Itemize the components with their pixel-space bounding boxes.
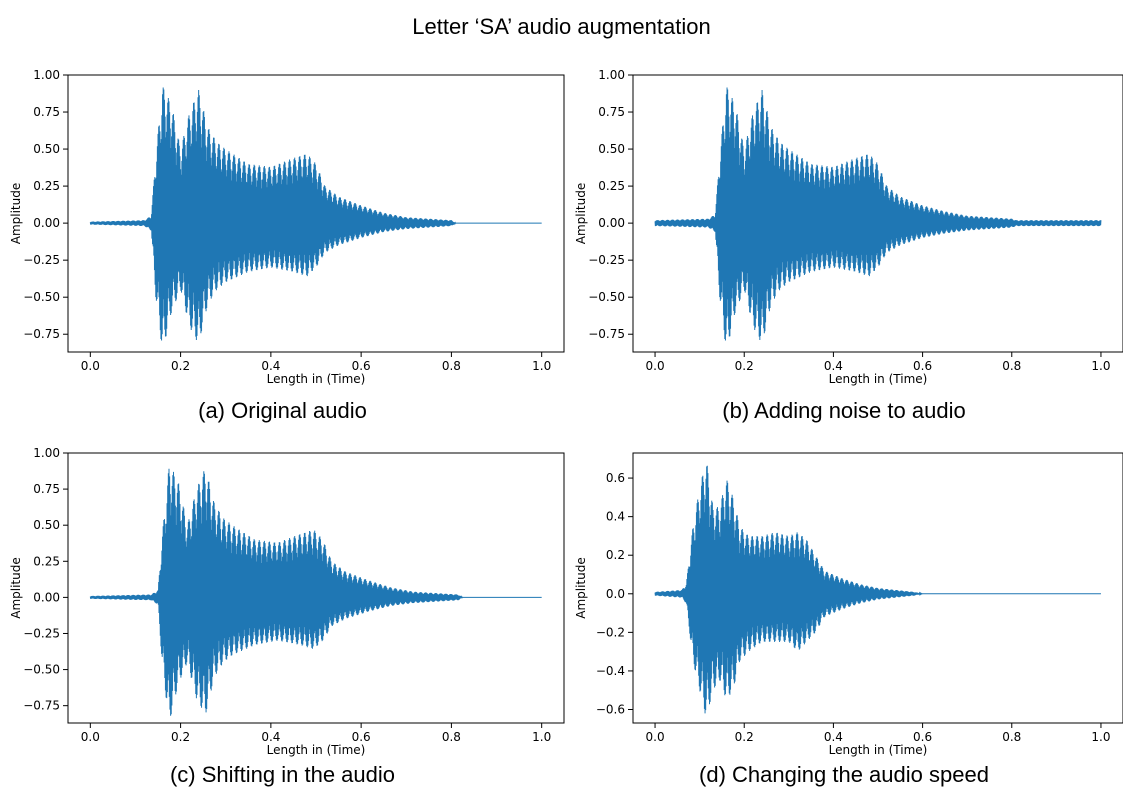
- y-tick-label: 0.75: [33, 482, 60, 496]
- x-tick-label: 0.8: [1002, 359, 1021, 373]
- x-tick-label: 0.0: [646, 730, 665, 744]
- waveform-chart-noise: 0.0 0.2 0.4 0.6 0.8 1.0 1.00 0.75 0.50 0.25 0.00 −0…: [574, 68, 1123, 386]
- axes-frame-noise: [632, 74, 1123, 353]
- y-tick-label: −0.75: [23, 699, 60, 713]
- axes-frame-original: [67, 74, 565, 353]
- y-tick-label: 0.6: [606, 471, 625, 485]
- y-tick-label: −0.75: [23, 327, 60, 341]
- y-tick-label: 0.4: [606, 510, 625, 524]
- y-tick-label: 1.00: [598, 68, 625, 82]
- y-tick-label: −0.75: [588, 327, 625, 341]
- y-tick-label: 0.25: [598, 179, 625, 193]
- y-tick-label: 1.00: [33, 68, 60, 82]
- y-tick-label: −0.4: [596, 664, 625, 678]
- y-tick-label: −0.25: [588, 253, 625, 267]
- y-tick-label: 0.2: [606, 548, 625, 562]
- y-axis-label: Amplitude: [9, 183, 23, 245]
- caption-original-audio: (a) Original audio: [198, 398, 367, 423]
- figure-title: Letter ‘SA’ audio augmentation: [412, 14, 711, 39]
- x-axis-label: Length in (Time): [267, 743, 366, 757]
- x-tick-label: 1.0: [1091, 730, 1110, 744]
- x-tick-label: 0.4: [261, 730, 280, 744]
- x-axis-label: Length in (Time): [267, 372, 366, 386]
- y-axis-label: Amplitude: [9, 557, 23, 619]
- x-tick-label: 0.2: [171, 730, 190, 744]
- x-tick-label: 0.2: [735, 359, 754, 373]
- waveform-trace-original: [89, 87, 542, 341]
- y-tick-label: −0.50: [588, 290, 625, 304]
- y-tick-label: −0.6: [596, 703, 625, 717]
- y-tick-label: 1.00: [33, 446, 60, 460]
- x-tick-label: 0.2: [735, 730, 754, 744]
- waveform-panel-shift: 0.0 0.2 0.4 0.6 0.8 1.0 1.00 0.75 0.50 0.25 0.00 −0…: [0, 440, 565, 758]
- y-tick-label: −0.2: [596, 625, 625, 639]
- x-tick-label: 0.4: [261, 359, 280, 373]
- caption-speed: (d) Changing the audio speed: [699, 762, 989, 787]
- x-tick-label: 0.0: [81, 359, 100, 373]
- axes-frame-speed: [632, 452, 1123, 724]
- y-tick-label: 0.50: [33, 142, 60, 156]
- waveform-panel-noise: 0.0 0.2 0.4 0.6 0.8 1.0 1.00 0.75 0.50 0.25 0.00 −0…: [565, 62, 1123, 392]
- y-tick-label: −0.25: [23, 626, 60, 640]
- waveform-chart-original: 0.0 0.2 0.4 0.6 0.8 1.0 1.00 0.75 0.50 0.25 0.00 −0…: [9, 68, 565, 386]
- x-tick-label: 0.2: [171, 359, 190, 373]
- x-tick-label: 1.0: [532, 730, 551, 744]
- y-axis-label: Amplitude: [574, 557, 588, 619]
- x-tick-label: 0.4: [824, 730, 843, 744]
- axes-frame-shift: [67, 452, 565, 724]
- waveform-trace-shift: [89, 468, 542, 716]
- waveform-trace-noise: [654, 87, 1102, 341]
- x-tick-label: 0.8: [1002, 730, 1021, 744]
- y-tick-label: 0.75: [598, 105, 625, 119]
- y-tick-label: 0.00: [33, 590, 60, 604]
- y-tick-label: −0.50: [23, 663, 60, 677]
- x-tick-label: 0.0: [646, 359, 665, 373]
- x-tick-label: 0.4: [824, 359, 843, 373]
- y-tick-label: −0.50: [23, 290, 60, 304]
- y-tick-label: 0.00: [598, 216, 625, 230]
- y-tick-label: 0.00: [33, 216, 60, 230]
- x-tick-label: 0.6: [913, 359, 932, 373]
- y-tick-label: −0.25: [23, 253, 60, 267]
- x-axis-label: Length in (Time): [829, 372, 928, 386]
- y-tick-label: 0.25: [33, 554, 60, 568]
- y-tick-label: 0.75: [33, 105, 60, 119]
- y-tick-label: 0.0: [606, 587, 625, 601]
- waveform-trace-speed: [654, 465, 1101, 714]
- caption-shifting: (c) Shifting in the audio: [169, 762, 396, 787]
- waveform-panel-speed: 0.0 0.2 0.4 0.6 0.8 1.0 0.6 0.4 0.2 0.0 −0.2 −0.4 −0…: [565, 440, 1123, 758]
- x-tick-label: 0.8: [442, 359, 461, 373]
- y-axis-label: Amplitude: [574, 183, 588, 245]
- x-tick-label: 0.6: [352, 730, 371, 744]
- y-tick-label: 0.25: [33, 179, 60, 193]
- x-tick-label: 0.6: [913, 730, 932, 744]
- x-tick-label: 0.8: [442, 730, 461, 744]
- waveform-panel-original: 0.0 0.2 0.4 0.6 0.8 1.0 1.00 0.75 0.50 0.25 0.00 −0…: [0, 62, 565, 392]
- waveform-chart-speed: 0.0 0.2 0.4 0.6 0.8 1.0 0.6 0.4 0.2 0.0 −0.2 −0.4 −0…: [574, 452, 1123, 757]
- caption-adding-noise: (b) Adding noise to audio: [722, 398, 966, 423]
- x-tick-label: 1.0: [1091, 359, 1110, 373]
- y-tick-label: 0.50: [598, 142, 625, 156]
- x-tick-label: 0.6: [352, 359, 371, 373]
- x-tick-label: 1.0: [532, 359, 551, 373]
- x-axis-label: Length in (Time): [829, 743, 928, 757]
- y-tick-label: 0.50: [33, 518, 60, 532]
- x-tick-label: 0.0: [81, 730, 100, 744]
- waveform-chart-shift: 0.0 0.2 0.4 0.6 0.8 1.0 1.00 0.75 0.50 0.25 0.00 −0…: [9, 446, 565, 757]
